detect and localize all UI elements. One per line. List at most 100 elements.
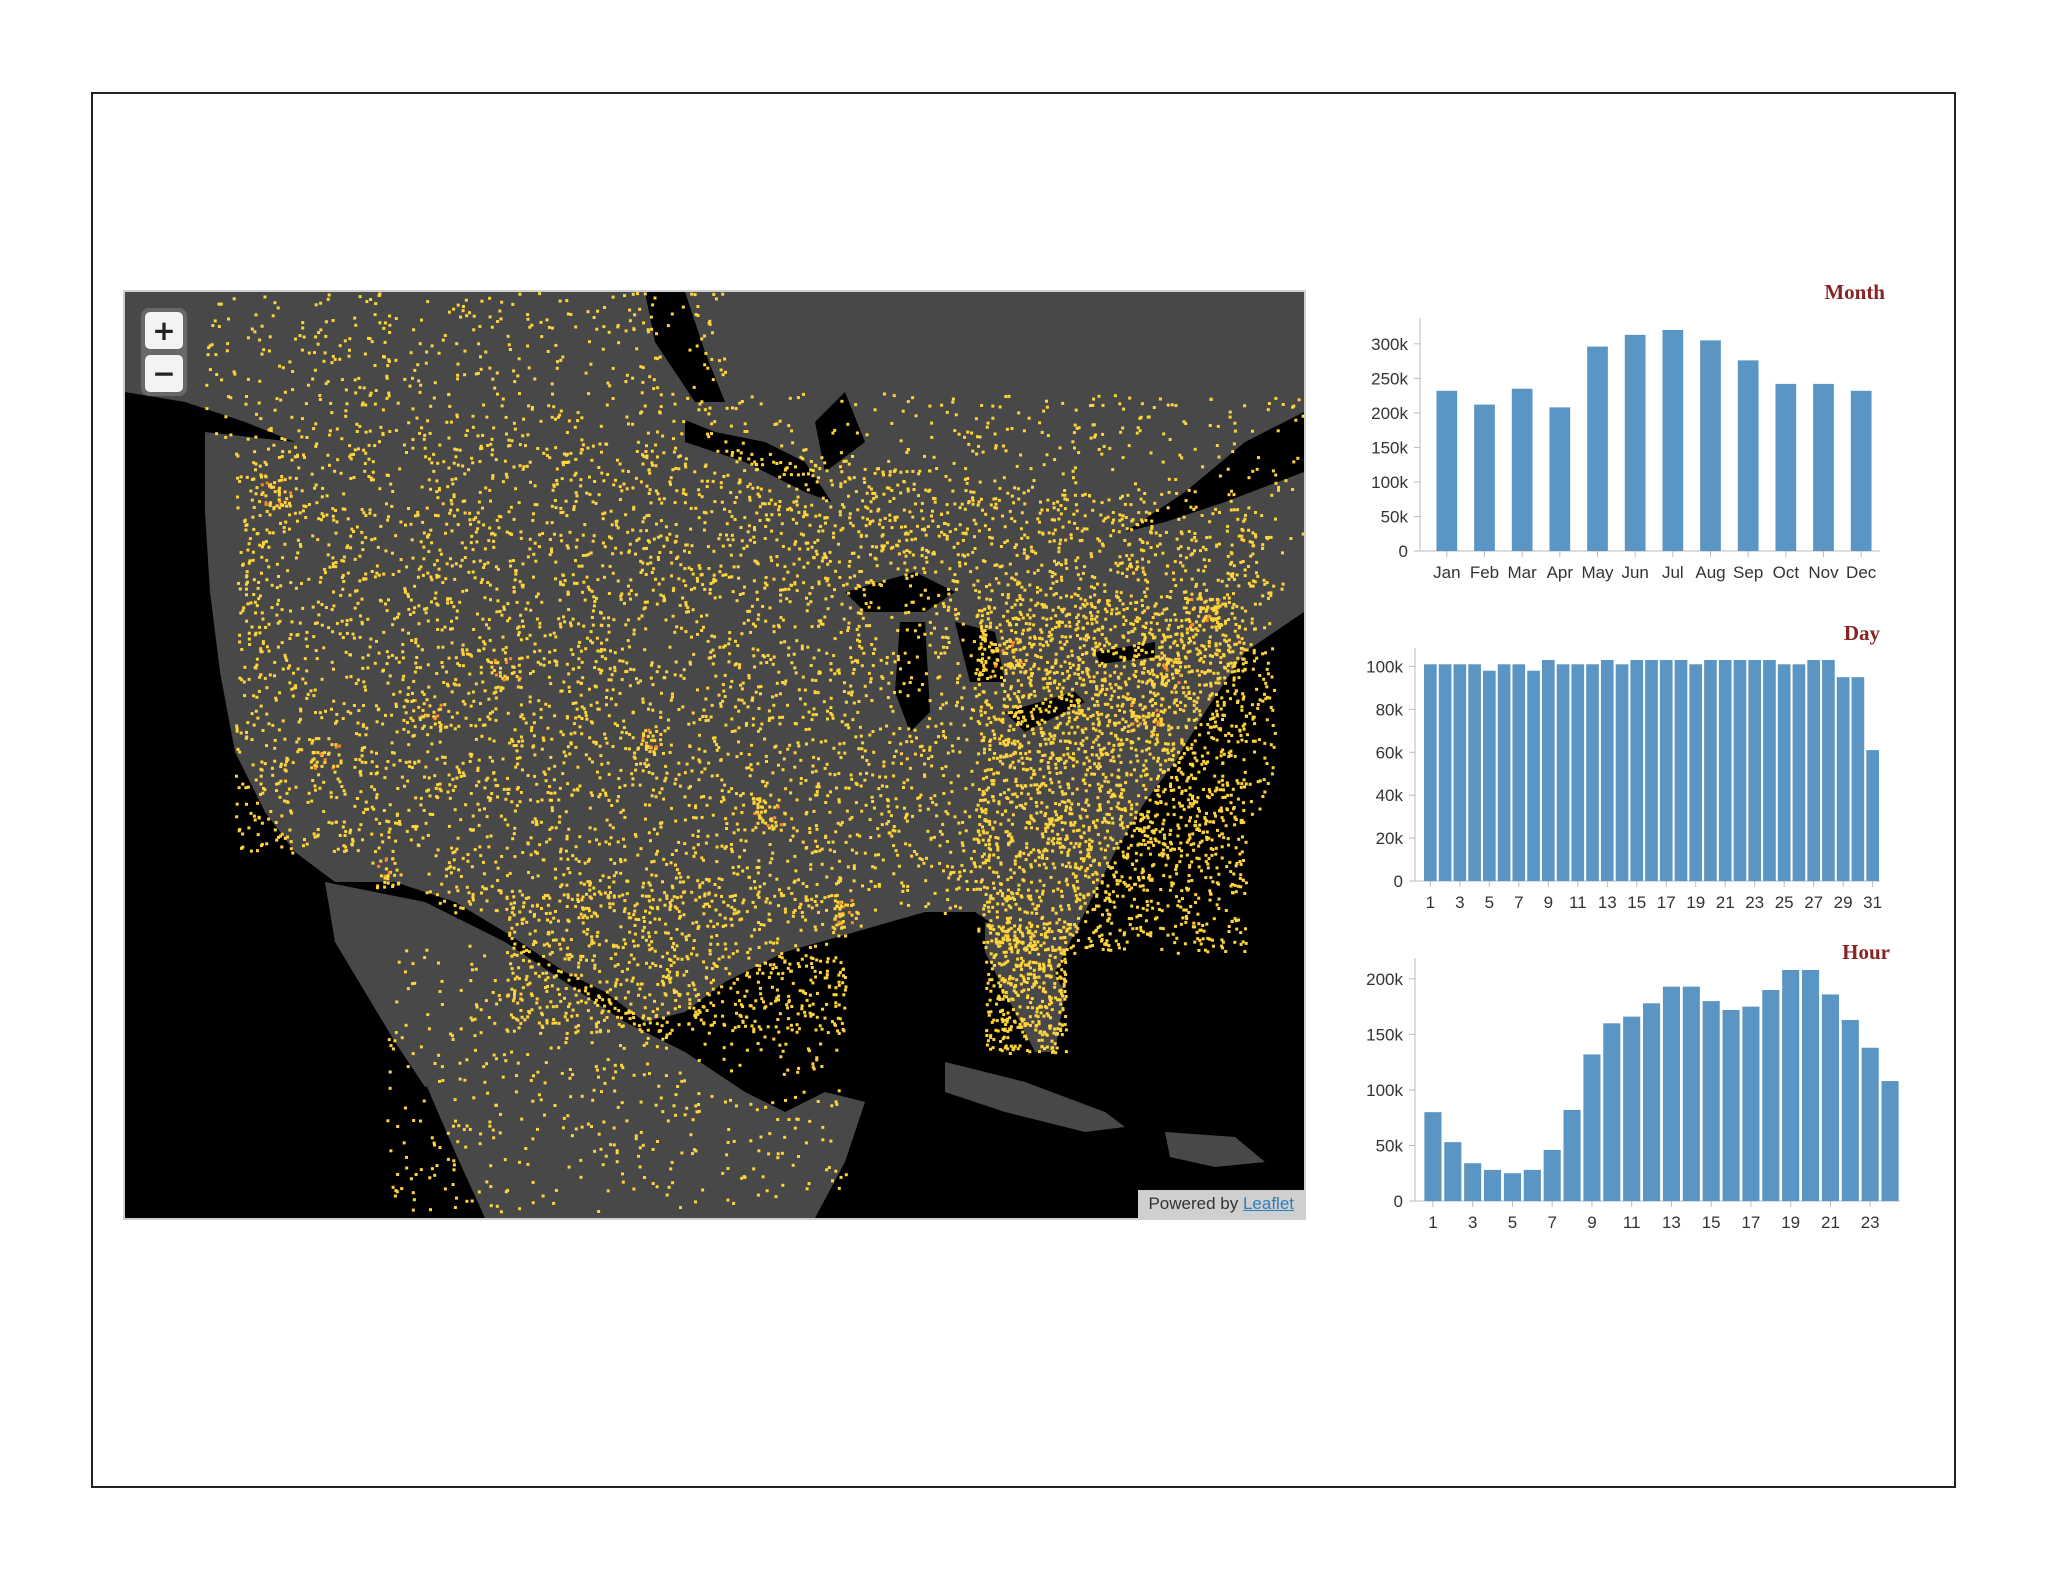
data-point xyxy=(244,582,248,586)
data-point xyxy=(1107,948,1110,952)
data-point xyxy=(401,678,405,682)
data-point xyxy=(939,706,942,710)
data-point xyxy=(926,725,930,729)
data-point xyxy=(984,808,988,811)
data-point xyxy=(277,456,281,459)
data-point xyxy=(707,761,711,765)
map-view[interactable]: + − Powered by Leaflet xyxy=(123,290,1306,1220)
data-point xyxy=(1029,865,1033,869)
data-point xyxy=(1236,517,1240,521)
data-point xyxy=(591,609,595,613)
data-point xyxy=(309,689,313,693)
data-point xyxy=(549,755,553,759)
data-point xyxy=(1130,553,1134,557)
data-point xyxy=(642,881,646,885)
data-point xyxy=(563,460,567,464)
data-point xyxy=(848,576,852,580)
data-point xyxy=(727,660,731,664)
data-point xyxy=(267,722,271,726)
data-point xyxy=(1103,665,1107,668)
data-point xyxy=(933,626,936,630)
data-point xyxy=(750,698,754,702)
data-point xyxy=(662,676,666,680)
data-point xyxy=(923,762,927,766)
data-point xyxy=(753,460,757,464)
data-point xyxy=(686,875,690,879)
data-point xyxy=(715,748,719,752)
data-point xyxy=(1218,649,1222,653)
data-point xyxy=(747,524,751,528)
data-point xyxy=(650,449,654,453)
data-point xyxy=(548,538,552,541)
data-point xyxy=(454,477,458,481)
data-point xyxy=(594,660,598,664)
data-point xyxy=(463,499,467,503)
data-point xyxy=(865,624,869,628)
data-point xyxy=(1179,770,1183,774)
data-point xyxy=(1207,644,1211,648)
data-point xyxy=(392,692,396,696)
data-point xyxy=(488,799,492,803)
data-point xyxy=(924,533,928,537)
data-point xyxy=(515,749,519,753)
data-point xyxy=(1185,627,1189,631)
data-point xyxy=(830,595,834,598)
data-point xyxy=(456,463,460,467)
data-point xyxy=(274,696,278,700)
data-point xyxy=(464,546,468,550)
data-point xyxy=(905,819,909,823)
data-point xyxy=(664,776,668,780)
data-point xyxy=(1106,702,1110,706)
data-point xyxy=(985,831,989,835)
data-point xyxy=(1269,743,1273,747)
data-point xyxy=(1074,559,1078,563)
data-point xyxy=(1072,757,1076,761)
data-point xyxy=(1158,534,1162,537)
data-point xyxy=(622,910,626,913)
data-point xyxy=(1046,643,1050,647)
data-point xyxy=(599,649,603,653)
data-point xyxy=(1104,848,1107,852)
data-point xyxy=(692,721,696,725)
data-point xyxy=(349,675,353,679)
data-point xyxy=(586,880,590,884)
data-point xyxy=(684,543,688,547)
data-point xyxy=(655,522,658,526)
data-point xyxy=(423,775,426,779)
data-point xyxy=(879,794,883,798)
data-point xyxy=(935,814,939,818)
data-point xyxy=(533,541,537,545)
data-point xyxy=(238,587,242,591)
map-canvas[interactable] xyxy=(125,292,1304,1218)
data-point xyxy=(280,608,284,612)
data-point xyxy=(564,499,568,503)
data-point xyxy=(367,475,371,478)
data-point xyxy=(446,684,450,688)
data-point xyxy=(1011,617,1015,621)
data-point xyxy=(1190,804,1194,808)
data-point xyxy=(548,456,552,460)
data-point xyxy=(645,529,649,533)
data-point xyxy=(449,508,453,512)
data-point xyxy=(427,872,431,876)
data-point xyxy=(663,729,667,733)
data-point xyxy=(869,879,873,883)
data-point xyxy=(583,598,587,602)
data-point xyxy=(650,888,654,892)
data-point xyxy=(1038,879,1042,883)
data-point xyxy=(902,884,905,888)
data-point xyxy=(920,744,924,748)
data-point xyxy=(745,544,749,548)
data-point xyxy=(1013,486,1017,490)
data-point xyxy=(799,902,803,906)
data-point xyxy=(644,627,648,631)
data-point xyxy=(391,751,394,755)
data-point xyxy=(656,555,660,559)
data-point xyxy=(1060,620,1064,624)
data-point xyxy=(415,666,419,670)
data-point xyxy=(1182,752,1186,756)
data-point xyxy=(1143,843,1147,847)
data-point xyxy=(1030,674,1033,678)
data-point xyxy=(276,602,280,606)
data-point xyxy=(713,635,717,639)
